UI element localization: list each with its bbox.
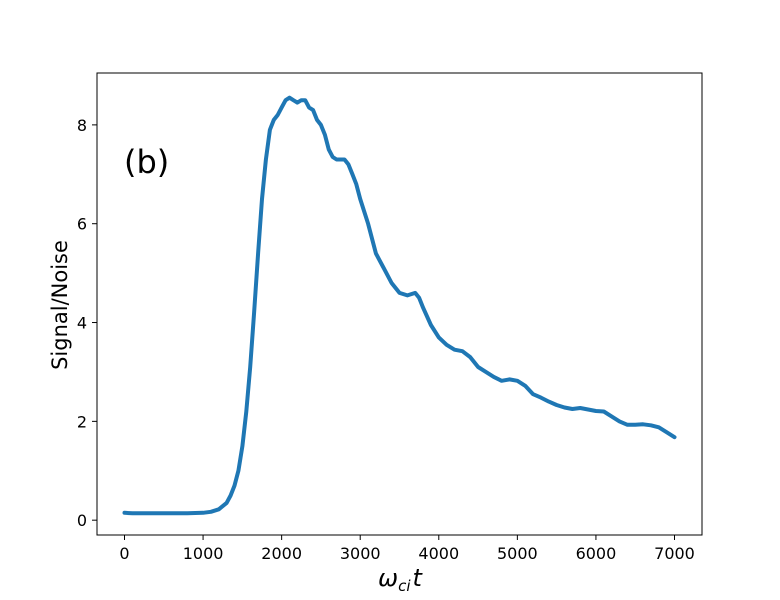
y-axis-ticks: 0 2 4 6 8 — [77, 116, 97, 530]
x-tick-label: 5000 — [497, 544, 538, 563]
y-tick-label: 6 — [77, 215, 87, 234]
y-tick-label: 0 — [77, 511, 87, 530]
x-tick-label: 7000 — [654, 544, 695, 563]
x-axis-label-subscript: ci — [398, 577, 411, 595]
x-tick-label: 3000 — [340, 544, 381, 563]
x-axis-label: ωcit — [378, 564, 424, 595]
x-tick-label: 4000 — [418, 544, 459, 563]
x-tick-label: 0 — [119, 544, 129, 563]
y-tick-label: 2 — [77, 412, 87, 431]
y-tick-label: 4 — [77, 314, 87, 333]
x-tick-label: 2000 — [261, 544, 302, 563]
plot-area-frame — [96, 72, 703, 536]
series-layer — [122, 95, 677, 516]
y-tick-label: 8 — [77, 116, 87, 135]
x-axis-label-variable: t — [413, 564, 424, 592]
x-tick-label: 1000 — [183, 544, 224, 563]
y-axis-label: Signal/Noise — [48, 240, 72, 370]
x-tick-label: 6000 — [576, 544, 617, 563]
x-axis-ticks: 0 1000 2000 3000 4000 5000 6000 7000 — [119, 535, 695, 563]
series-line-0 — [122, 95, 677, 516]
panel-annotation: (b) — [124, 143, 169, 181]
x-axis-label-base: ω — [378, 564, 398, 592]
